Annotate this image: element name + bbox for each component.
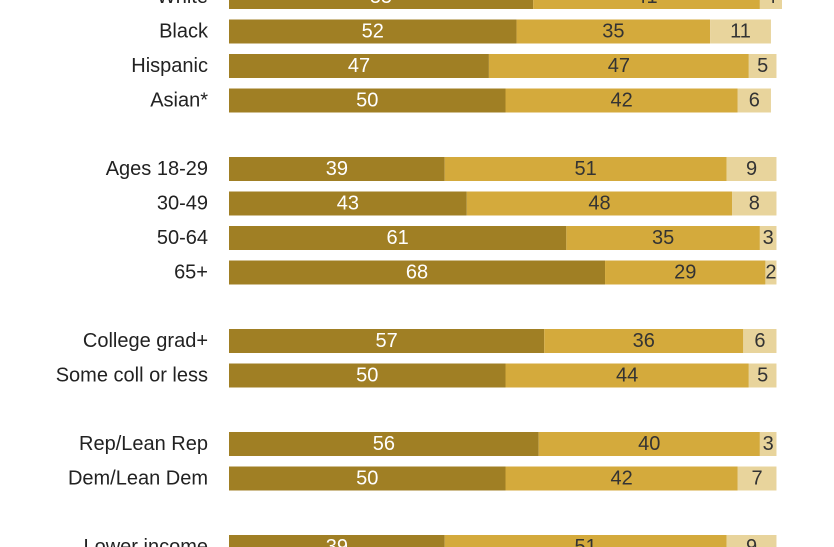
data-label-65-series-1: 68	[406, 262, 428, 284]
row-label-some-coll-or-less: Some coll or less	[56, 365, 208, 387]
bar-30-49-series-2	[466, 191, 733, 216]
bar-hispanic-series-2	[488, 54, 749, 78]
data-label-college-grad-series-3: 6	[754, 330, 765, 352]
row-label-asian: Asian*	[150, 90, 208, 112]
bar-50-64-series-2	[566, 226, 760, 250]
bar-hispanic-series-1	[229, 54, 489, 78]
data-label-ages-18-29-series-1: 39	[326, 158, 348, 180]
bar-white-series-3	[759, 0, 782, 9]
data-label-50-64-series-3: 3	[763, 227, 774, 249]
data-label-hispanic-series-2: 47	[608, 55, 630, 77]
bar-asian-series-1	[229, 88, 506, 113]
row-label-white: White	[157, 0, 208, 8]
data-label-hispanic-series-3: 5	[757, 55, 768, 77]
data-label-college-grad-series-1: 57	[375, 330, 397, 352]
data-label-asian-series-3: 6	[749, 90, 760, 112]
data-label-30-49-series-2: 48	[588, 193, 610, 215]
data-label-dem-lean-dem-series-3: 7	[752, 468, 763, 490]
data-label-ages-18-29-series-3: 9	[746, 158, 757, 180]
data-label-asian-series-2: 42	[611, 90, 633, 112]
bar-ages-18-29-series-2	[444, 157, 727, 181]
bar-college-grad-series-1	[229, 329, 545, 353]
bar-some-coll-or-less-series-2	[505, 363, 749, 388]
data-label-rep-lean-rep-series-3: 3	[763, 433, 774, 455]
data-label-white-series-2: 41	[635, 0, 657, 8]
bar-dem-lean-dem-series-2	[505, 466, 738, 491]
data-label-asian-series-1: 50	[356, 90, 378, 112]
data-label-white-series-1: 55	[370, 0, 392, 8]
data-label-dem-lean-dem-series-2: 42	[611, 468, 633, 490]
bar-dem-lean-dem-series-1	[229, 466, 506, 491]
data-label-lower-income-series-2: 51	[575, 536, 597, 547]
data-label-black-series-3: 11	[730, 21, 751, 43]
data-label-65-series-3: 2	[765, 262, 776, 284]
data-label-rep-lean-rep-series-2: 40	[638, 433, 660, 455]
data-label-50-64-series-1: 61	[387, 227, 409, 249]
data-label-ages-18-29-series-2: 51	[575, 158, 597, 180]
bar-ages-18-29-series-1	[229, 157, 445, 181]
bar-black-series-3	[710, 19, 771, 44]
bar-college-grad-series-3	[743, 329, 777, 353]
bar-asian-series-2	[505, 88, 738, 113]
row-label-dem-lean-dem: Dem/Lean Dem	[68, 468, 208, 490]
bar-rep-lean-rep-series-2	[538, 432, 760, 456]
bar-lower-income-series-3	[726, 535, 777, 547]
data-label-65-series-2: 29	[674, 262, 696, 284]
row-label-lower-income: Lower income	[83, 536, 208, 547]
row-label-college-grad: College grad+	[83, 330, 208, 352]
row-label-black: Black	[159, 21, 209, 43]
bar-50-64-series-3	[759, 226, 777, 250]
bar-30-49-series-1	[229, 191, 467, 216]
row-label-65: 65+	[174, 262, 208, 284]
row-label-50-64: 50-64	[157, 227, 208, 249]
bar-some-coll-or-less-series-1	[229, 363, 506, 388]
bar-lower-income-series-1	[229, 535, 445, 547]
row-label-hispanic: Hispanic	[131, 55, 208, 77]
data-label-black-series-2: 35	[602, 21, 624, 43]
data-label-college-grad-series-2: 36	[633, 330, 655, 352]
data-label-some-coll-or-less-series-2: 44	[616, 365, 638, 387]
bar-50-64-series-1	[229, 226, 567, 250]
data-label-30-49-series-1: 43	[337, 193, 359, 215]
bar-65-series-2	[605, 260, 766, 285]
data-label-hispanic-series-1: 47	[348, 55, 370, 77]
data-label-dem-lean-dem-series-1: 50	[356, 468, 378, 490]
data-label-some-coll-or-less-series-3: 5	[757, 365, 768, 387]
row-label-ages-18-29: Ages 18-29	[106, 158, 208, 180]
bar-dem-lean-dem-series-3	[737, 466, 777, 491]
bar-black-series-2	[516, 19, 711, 44]
bar-ages-18-29-series-3	[726, 157, 777, 181]
data-label-rep-lean-rep-series-1: 56	[373, 433, 395, 455]
bar-asian-series-3	[737, 88, 771, 113]
data-label-black-series-1: 52	[362, 21, 384, 43]
bar-rep-lean-rep-series-1	[229, 432, 539, 456]
data-label-white-series-3: 4	[765, 0, 776, 8]
bar-some-coll-or-less-series-3	[748, 363, 777, 388]
data-label-50-64-series-2: 35	[652, 227, 674, 249]
data-label-some-coll-or-less-series-1: 50	[356, 365, 378, 387]
bar-black-series-1	[229, 19, 517, 44]
bar-30-49-series-3	[732, 191, 777, 216]
bar-rep-lean-rep-series-3	[759, 432, 777, 456]
bar-white-series-1	[229, 0, 534, 9]
row-label-30-49: 30-49	[157, 193, 208, 215]
bar-65-series-1	[229, 260, 606, 285]
data-label-lower-income-series-3: 9	[746, 536, 757, 547]
data-label-30-49-series-3: 8	[749, 193, 760, 215]
bar-lower-income-series-2	[444, 535, 727, 547]
bar-65-series-3	[765, 260, 777, 285]
bar-hispanic-series-3	[748, 54, 777, 78]
bar-white-series-2	[533, 0, 760, 9]
data-label-lower-income-series-1: 39	[326, 536, 348, 547]
bar-college-grad-series-2	[544, 329, 744, 353]
row-label-rep-lean-rep: Rep/Lean Rep	[79, 433, 208, 455]
